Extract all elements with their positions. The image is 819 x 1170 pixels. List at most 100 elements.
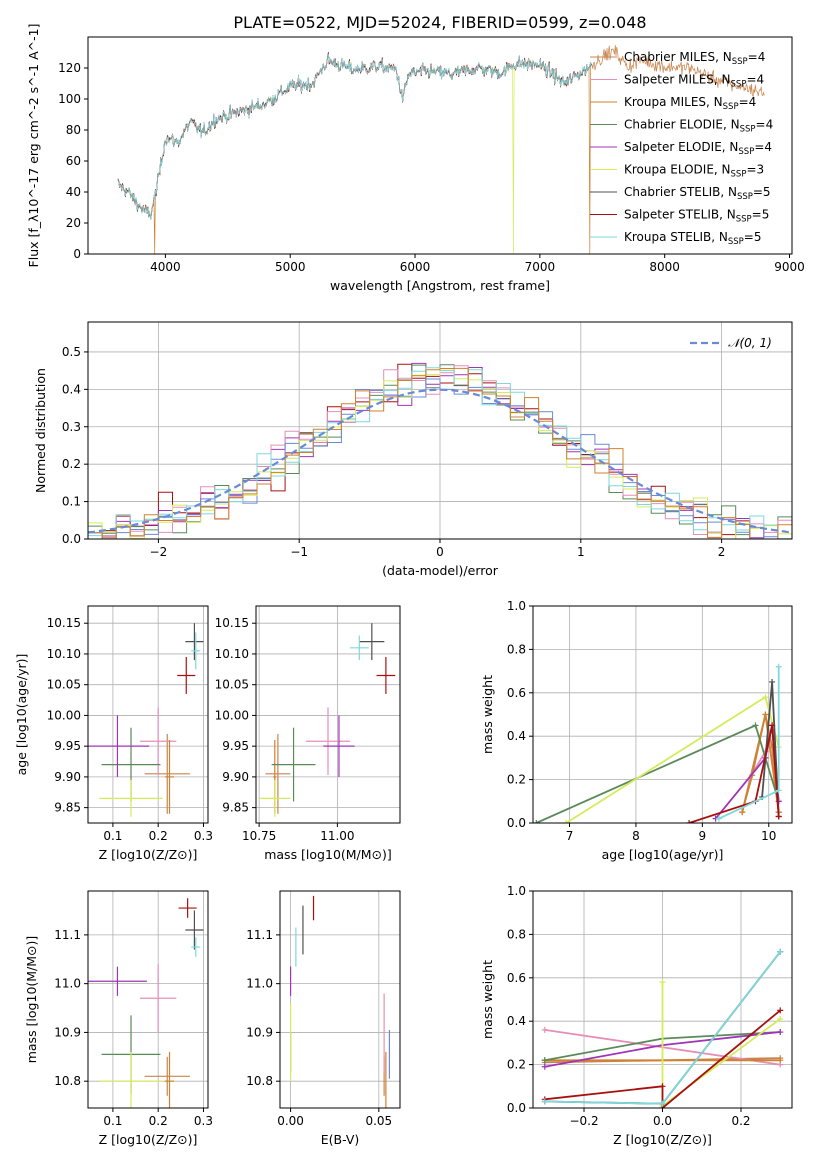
x-tick-label: 0.00 [277,1114,304,1128]
mass-weight-marker [659,979,666,986]
plot-area [533,606,792,823]
x-tick-label: 11.00 [320,829,354,843]
error-bar-point [185,910,204,950]
mass-weight-marker [739,809,746,816]
y-tick-label: 10.00 [47,708,81,722]
spectrum-panel: 4000 5000 6000 7000 8000 9000 0 20 40 60 80 100 120 w… [26,24,805,293]
error-bar-point [306,707,350,776]
y-tick-label: 10.10 [215,647,249,661]
y-tick-label: 9.85 [54,801,81,815]
mass-weight-marker [541,1057,548,1064]
x-tick-label: 0.2 [149,829,168,843]
y-tick-label: 0.4 [62,382,81,396]
mass-weight-marker [762,711,769,718]
mass-weight-marker [775,787,782,794]
legend-label: Kroupa STELIB, NSSP=5 [624,230,762,247]
error-bar-point [191,937,201,957]
mass-weight-marker [762,694,769,701]
x-tick-label: 0.1 [103,1114,122,1128]
mass-weight-marker [769,678,776,685]
histogram-step [88,378,792,539]
mass-weight-series [686,722,782,823]
y-tick-label: 40 [66,185,81,199]
histogram-step [88,367,792,539]
legend-label: Chabrier STELIB, NSSP=5 [624,185,771,202]
mass-weight-marker [659,1100,666,1107]
axes-frame-border [87,605,209,824]
error-bar-point [144,733,190,814]
y-tick-label: 0.2 [62,457,81,471]
x-tick-label: 0.2 [731,1114,750,1128]
plot-content [88,623,204,817]
y-tick-label: 0.6 [507,971,526,985]
axes-frame: 0.00 0.05 10.8 10.9 11.0 11.1 E(B-V) [246,890,401,1147]
y-tick-label: 11.1 [246,928,273,942]
histogram-step [88,363,792,539]
age-vs-mass-panel: 10.75 11.00 9.85 9.90 9.95 10.00 10.05 10.10 10.… [215,605,401,862]
age-vs-Z-panel: 0.1 0.2 0.3 9.85 9.90 9.95 10.00 10.05 10.10 10.1… [14,605,213,862]
mass-weight-line [688,725,780,823]
x-tick-label: 2 [718,545,726,559]
x-tick-label: 4000 [150,260,181,274]
y-tick-label: 100 [58,92,81,106]
mass-weight-series [541,948,784,1107]
x-axis-label: (data-model)/error [382,563,499,578]
y-tick-label: 0.1 [62,495,81,509]
plot-content [541,948,784,1108]
mass-weight-marker [775,813,782,820]
mass-weight-marker [769,722,776,729]
x-tick-label: 0.1 [103,829,122,843]
x-tick-label: 6000 [400,260,431,274]
plot-content [533,663,782,823]
mass-weight-marker [777,1016,784,1023]
mass-weight-marker [775,663,782,670]
plot-content [289,895,391,1108]
plot-area [88,606,208,823]
x-tick-label: 0 [436,545,444,559]
x-tick-label: 9 [699,829,707,843]
plot-area [88,891,208,1108]
y-axis-label: Flux [f_λ10^-17 erg cm^-2 s^-1 A^-1] [26,24,41,268]
mass-weight-marker [715,815,722,822]
mass-weight-marker [541,1026,548,1033]
y-tick-label: 11.0 [54,977,81,991]
y-axis-label: mass weight [480,675,495,754]
error-bar-point [144,1056,190,1096]
y-tick-label: 9.90 [222,770,249,784]
error-bar-point [359,623,385,661]
y-tick-label: 10.15 [47,616,81,630]
error-bar-point [376,657,396,694]
y-tick-label: 1.0 [507,599,526,613]
legend-label: Chabrier MILES, NSSP=4 [624,50,765,67]
y-tick-label: 0.0 [62,532,81,546]
axes-frame-border [532,605,793,824]
mass-weight-marker [563,820,570,823]
y-tick-label: 10.10 [47,647,81,661]
error-bar-point [349,635,369,661]
mass-weight-marker [752,722,759,729]
x-axis-label: mass [log10(M/M⊙)] [264,847,392,862]
error-bar-point [99,1051,163,1108]
x-tick-label: 0.05 [365,1114,392,1128]
error-bar-point [140,707,177,776]
error-bar-point [259,779,291,817]
axes-frame: −0.2 0.0 0.2 0.0 0.2 0.4 0.6 0.8 1.0 Z [log10(Z/Z… [480,884,793,1147]
x-tick-label: 0.2 [149,1114,168,1128]
x-tick-label: 0.0 [653,1114,672,1128]
mass-weight-marker [541,1098,548,1105]
x-tick-label: 9000 [774,260,805,274]
x-tick-label: 0.3 [194,1114,213,1128]
y-tick-label: 0.4 [507,1014,526,1028]
error-bar-point [164,1051,175,1108]
y-tick-label: 0 [73,247,81,261]
mass-vs-EBV-panel: 0.00 0.05 10.8 10.9 11.0 11.1 E(B-V) [246,890,401,1147]
error-bar-point [265,733,291,814]
y-tick-label: 10.05 [47,678,81,692]
axes-frame: −2 −1 0 1 2 0.0 0.1 0.2 0.3 0.4 0.5 (data-model)/er… [33,321,793,578]
x-axis-label: Z [log10(Z/Z⊙)] [99,847,198,862]
y-tick-label: 120 [58,61,81,75]
legend-label: Salpeter ELODIE, NSSP=4 [624,140,772,157]
axes-frame: 0.1 0.2 0.3 10.8 10.9 11.0 11.1 Z [log10(Z/Z⊙)]… [24,890,213,1147]
error-bar-point [140,964,177,1033]
axes-frame: 7 8 9 10 0.0 0.2 0.4 0.6 0.8 1.0 age [log10(age/yr… [480,599,793,862]
